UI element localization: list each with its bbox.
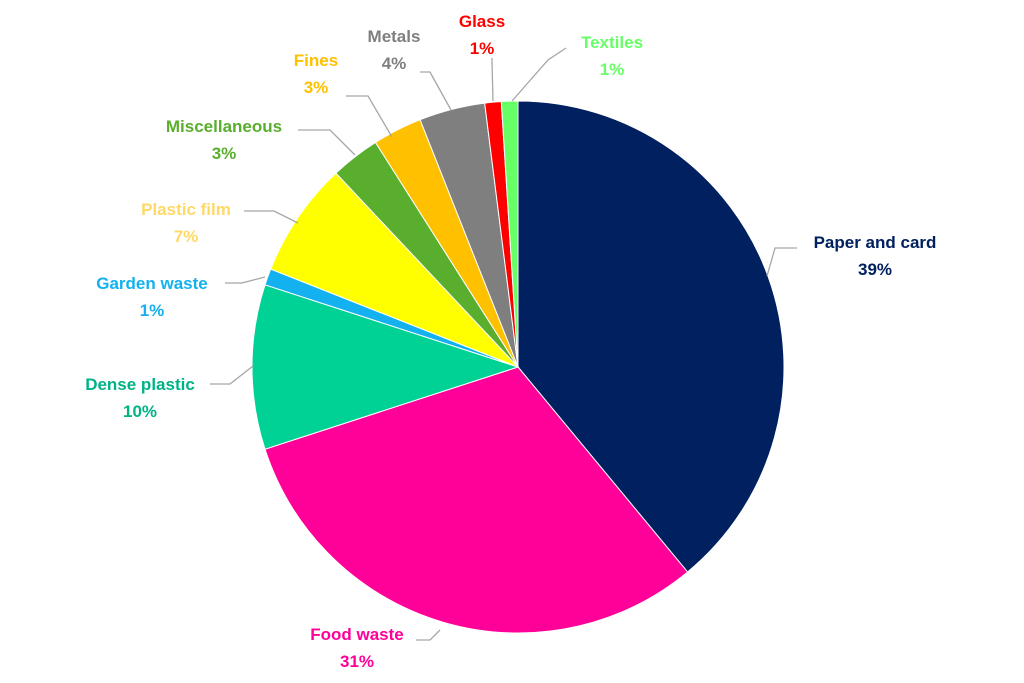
- slice-label-textiles: Textiles 1%: [581, 33, 643, 79]
- slice-label-paper-and-card: Paper and card 39%: [814, 233, 937, 279]
- slice-percent: 4%: [382, 54, 407, 73]
- leader-line-glass: [491, 58, 494, 102]
- slice-name: Plastic film: [141, 200, 231, 219]
- pie-slice-textiles: [500, 100, 519, 368]
- slice-percent: 7%: [174, 227, 199, 246]
- slice-name: Paper and card: [814, 233, 937, 252]
- slice-label-fines: Fines 3%: [294, 51, 338, 97]
- slice-name: Garden waste: [96, 274, 208, 293]
- leader-line-plastic-film: [244, 210, 299, 224]
- leader-line-metals: [420, 71, 452, 111]
- leader-line-paper-and-card: [766, 247, 797, 277]
- slice-percent: 1%: [470, 39, 495, 58]
- slice-label-food-waste: Food waste 31%: [310, 625, 404, 671]
- slice-percent: 10%: [123, 402, 157, 421]
- slice-label-dense-plastic: Dense plastic 10%: [85, 375, 195, 421]
- slice-name: Food waste: [310, 625, 404, 644]
- slice-labels: Paper and card 39% Food waste 31% Dense plas…: [85, 12, 936, 671]
- leader-line-textiles: [511, 47, 567, 102]
- slice-name: Fines: [294, 51, 338, 70]
- pie-slice-paper-and-card: [517, 100, 785, 573]
- leader-line-miscellaneous: [298, 129, 356, 156]
- slice-percent: 1%: [140, 301, 165, 320]
- pie-slices: [251, 100, 785, 634]
- leader-line-fines: [346, 95, 393, 138]
- slice-label-metals: Metals 4%: [368, 27, 421, 73]
- slice-percent: 39%: [858, 260, 892, 279]
- slice-percent: 3%: [304, 78, 329, 97]
- slice-percent: 1%: [600, 60, 625, 79]
- leader-line-dense-plastic: [210, 365, 254, 385]
- slice-label-glass: Glass 1%: [459, 12, 505, 58]
- pie-slice-plastic-film: [270, 172, 519, 368]
- slice-percent: 3%: [212, 144, 237, 163]
- slice-name: Metals: [368, 27, 421, 46]
- slice-name: Textiles: [581, 33, 643, 52]
- slice-name: Glass: [459, 12, 505, 31]
- slice-label-plastic-film: Plastic film 7%: [141, 200, 231, 246]
- pie-slice-food-waste: [264, 366, 689, 634]
- slice-label-miscellaneous: Miscellaneous 3%: [166, 117, 282, 163]
- slice-name: Miscellaneous: [166, 117, 282, 136]
- leader-lines: [210, 47, 797, 641]
- leader-line-garden-waste: [225, 276, 266, 284]
- slice-percent: 31%: [340, 652, 374, 671]
- leader-line-food-waste: [416, 629, 441, 641]
- slice-name: Dense plastic: [85, 375, 195, 394]
- slice-label-garden-waste: Garden waste 1%: [96, 274, 208, 320]
